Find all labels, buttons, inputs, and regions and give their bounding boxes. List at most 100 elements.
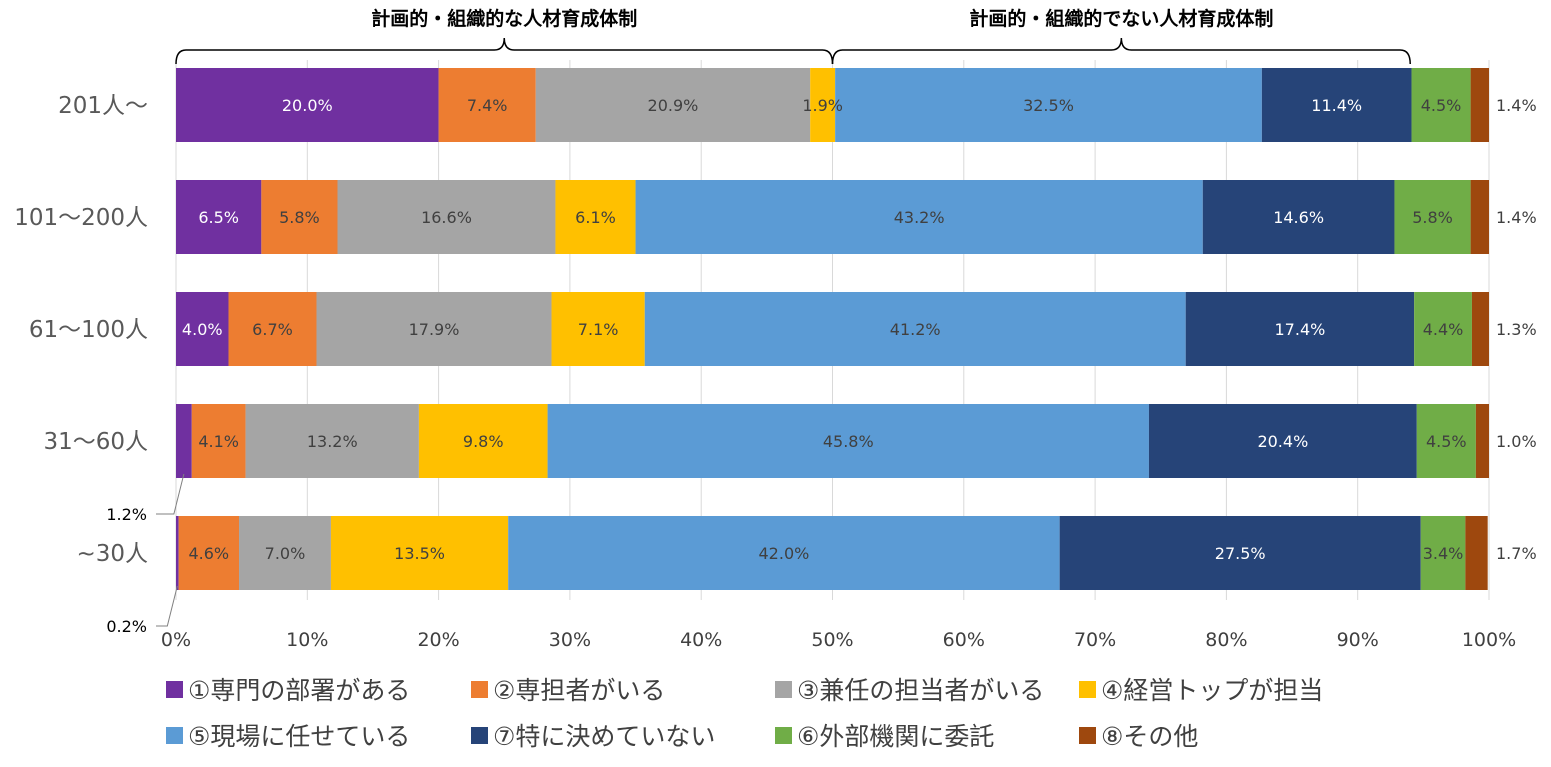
bar-segment [178, 516, 240, 590]
data-label: 6.5% [198, 208, 239, 227]
leader-line [156, 585, 178, 627]
data-label: 42.0% [759, 544, 810, 563]
group-brace [175, 37, 834, 65]
data-label: 4.6% [188, 544, 229, 563]
group-label: 計画的・組織的でない人材育成体制 [969, 7, 1273, 30]
data-label: 4.5% [1421, 96, 1462, 115]
legend-swatch [166, 727, 183, 744]
bar-segment [438, 68, 536, 142]
category-label: 101～200人 [14, 205, 148, 231]
bar-segment [1416, 404, 1476, 478]
legend-label: ④経営トップが担当 [1101, 676, 1323, 705]
data-label: 5.8% [1412, 208, 1453, 227]
bar-segment [1470, 68, 1489, 142]
data-label: 17.4% [1275, 320, 1326, 339]
x-axis-tick-labels: 0% 10% 20% 30% 40% 50% 60% 70% 80% 90% 100% [161, 629, 1516, 651]
bar-segment [316, 292, 552, 366]
data-label: 7.0% [265, 544, 306, 563]
data-label: 11.4% [1311, 96, 1362, 115]
data-label: 7.4% [467, 96, 508, 115]
data-label: 1.9% [802, 96, 843, 115]
legend-label: ②専担者がいる [493, 676, 665, 705]
bar-segment [1465, 516, 1488, 590]
x-tick-label: 50% [811, 629, 853, 651]
category-labels: 201人～ 101～200人 61～100人 31～60人 ~30人 [14, 93, 148, 567]
x-tick-label: 20% [417, 629, 459, 651]
bar-segment [810, 68, 836, 142]
data-label: 43.2% [894, 208, 945, 227]
data-label: 9.8% [463, 432, 504, 451]
x-tick-label: 70% [1074, 629, 1116, 651]
x-tick-label: 100% [1462, 629, 1516, 651]
bar-segment [418, 404, 548, 478]
data-label: 32.5% [1023, 96, 1074, 115]
data-label: 27.5% [1215, 544, 1266, 563]
bar-segment [547, 404, 1149, 478]
x-tick-label: 80% [1205, 629, 1247, 651]
data-label: 20.4% [1257, 432, 1308, 451]
bar-segment [1420, 516, 1466, 590]
bar-segment [835, 68, 1262, 142]
group-label: 計画的・組織的な人材育成体制 [371, 7, 637, 30]
data-label: 1.0% [1496, 432, 1537, 451]
bar-segment [245, 404, 419, 478]
data-label: 3.4% [1423, 544, 1464, 563]
data-label: 4.0% [182, 320, 223, 339]
bar-segment [1411, 68, 1471, 142]
bar-segment [228, 292, 317, 366]
bar-segment [239, 516, 331, 590]
bar-segment [1148, 404, 1417, 478]
bar-segment [644, 292, 1186, 366]
legend-label: ⑦特に決めていない [493, 722, 715, 751]
data-label: 1.2% [106, 505, 147, 524]
legend-swatch [471, 681, 488, 698]
legend-swatch [166, 681, 183, 698]
bars [176, 68, 1489, 590]
bar-segment [1394, 180, 1471, 254]
data-label: 4.1% [198, 432, 239, 451]
data-label: 0.2% [106, 617, 147, 636]
bar-segment [176, 516, 179, 590]
data-label: 13.5% [394, 544, 445, 563]
data-label: 1.3% [1496, 320, 1537, 339]
legend-swatch [471, 727, 488, 744]
bar-segment [330, 516, 509, 590]
data-label: 16.6% [421, 208, 472, 227]
bar-segment [261, 180, 338, 254]
data-label: 14.6% [1273, 208, 1324, 227]
legend-swatch [775, 681, 792, 698]
legend-swatch [775, 727, 792, 744]
bar-segment [555, 180, 636, 254]
data-label: 7.1% [578, 320, 619, 339]
data-label: 6.7% [252, 320, 293, 339]
x-tick-label: 40% [680, 629, 722, 651]
legend-label: ③兼任の担当者がいる [797, 676, 1044, 705]
leader-line [156, 473, 185, 515]
data-label: 4.4% [1423, 320, 1464, 339]
category-label: 61～100人 [29, 317, 148, 343]
group-brace [831, 37, 1411, 65]
x-tick-label: 60% [943, 629, 985, 651]
bar-segment [337, 180, 556, 254]
bar-segment [1475, 404, 1489, 478]
bar-segment [176, 68, 439, 142]
category-label: 31～60人 [43, 429, 148, 455]
bar-segment [1059, 516, 1421, 590]
data-label: 1.7% [1496, 544, 1537, 563]
data-label: 20.0% [282, 96, 333, 115]
legend-label: ⑤現場に任せている [188, 722, 410, 751]
legend-label: ⑧その他 [1101, 722, 1198, 751]
bar-segment [535, 68, 811, 142]
data-label: 13.2% [307, 432, 358, 451]
data-label: 1.4% [1496, 96, 1537, 115]
data-label: 17.9% [409, 320, 460, 339]
bar-segment [1185, 292, 1415, 366]
x-tick-label: 30% [549, 629, 591, 651]
bar-segment [551, 292, 645, 366]
group-annotations: 計画的・組織的な人材育成体制 計画的・組織的でない人材育成体制 [175, 7, 1411, 65]
segment-labels: 20.0% 7.4% 20.9% 1.9% 32.5% 11.4% 4.5% 1.4% 6.5%… [106, 96, 1536, 636]
bar-segment [1471, 292, 1489, 366]
bar-segment [1261, 68, 1412, 142]
data-label: 20.9% [648, 96, 699, 115]
